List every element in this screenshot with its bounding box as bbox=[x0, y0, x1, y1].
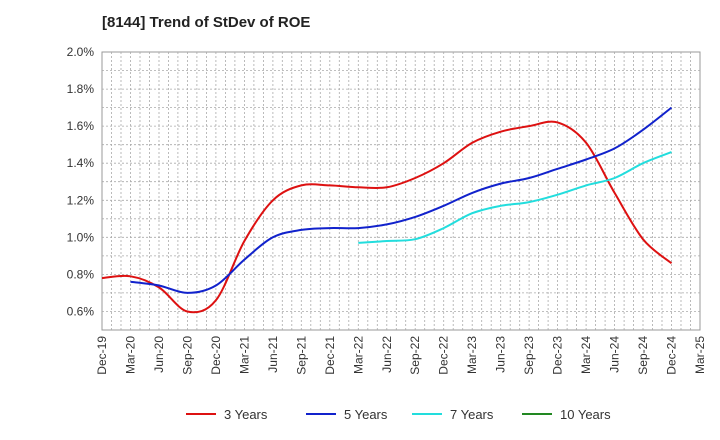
x-tick-label: Jun-21 bbox=[266, 336, 280, 373]
y-tick-label: 1.2% bbox=[67, 193, 95, 207]
x-tick-label: Dec-22 bbox=[437, 336, 451, 375]
chart-title: [8144] Trend of StDev of ROE bbox=[102, 14, 311, 31]
grid-layer bbox=[101, 51, 701, 331]
y-tick-label: 1.0% bbox=[67, 230, 95, 244]
x-tick-label: Mar-20 bbox=[124, 336, 138, 374]
series-line-7-years bbox=[358, 151, 672, 244]
series-layer bbox=[101, 106, 673, 314]
legend-label: 7 Years bbox=[450, 407, 494, 422]
legend-label: 10 Years bbox=[560, 407, 611, 422]
legend-label: 5 Years bbox=[344, 407, 388, 422]
legend: 3 Years 5 Years 7 Years 10 Years bbox=[186, 407, 611, 422]
x-tick-label: Dec-19 bbox=[95, 336, 109, 375]
y-tick-label: 1.8% bbox=[67, 82, 95, 96]
x-tick-label: Sep-23 bbox=[522, 336, 536, 375]
x-tick-label: Dec-23 bbox=[551, 336, 565, 375]
x-tick-label: Mar-22 bbox=[351, 336, 365, 374]
legend-label: 3 Years bbox=[224, 407, 268, 422]
x-tick-label: Dec-24 bbox=[665, 336, 679, 375]
series-line-5-years bbox=[130, 106, 673, 294]
x-tick-label: Jun-22 bbox=[380, 336, 394, 373]
x-tick-label: Sep-21 bbox=[294, 336, 308, 375]
plot-area bbox=[101, 51, 701, 331]
x-tick-label: Jun-20 bbox=[152, 336, 166, 373]
x-tick-label: Mar-21 bbox=[237, 336, 251, 374]
y-tick-label: 1.4% bbox=[67, 156, 95, 170]
x-tick-label: Jun-23 bbox=[494, 336, 508, 373]
y-tick-label: 2.0% bbox=[67, 45, 95, 59]
x-tick-label: Jun-24 bbox=[608, 336, 622, 373]
x-tick-label: Dec-20 bbox=[209, 336, 223, 375]
y-tick-label: 1.6% bbox=[67, 119, 95, 133]
series-line-3-years bbox=[101, 120, 673, 314]
x-tick-label: Mar-24 bbox=[579, 336, 593, 374]
y-tick-label: 0.8% bbox=[67, 267, 95, 281]
x-tick-label: Sep-20 bbox=[180, 336, 194, 375]
x-tick-label: Mar-23 bbox=[465, 336, 479, 374]
x-tick-label: Dec-21 bbox=[323, 336, 337, 375]
x-tick-label: Sep-22 bbox=[408, 336, 422, 375]
y-tick-label: 0.6% bbox=[67, 305, 95, 319]
x-tick-label: Mar-25 bbox=[693, 336, 707, 374]
x-tick-label: Sep-24 bbox=[636, 336, 650, 375]
axis-layer: 0.6% 0.8% 1.0% 1.2% 1.4% 1.6% 1.8% 2.0% Dec-19 Ma… bbox=[67, 45, 707, 375]
